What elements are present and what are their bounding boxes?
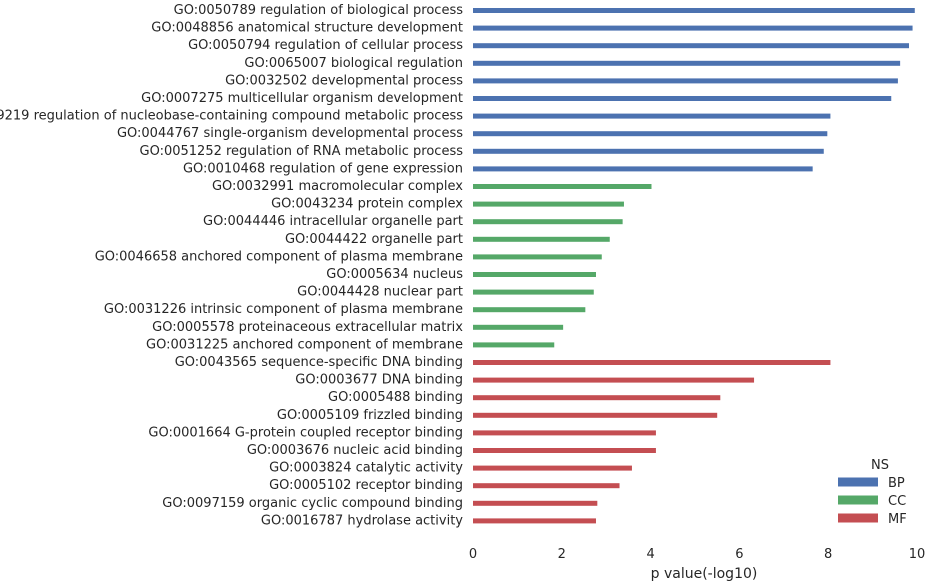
category-label: GO:0044428 nuclear part <box>297 285 463 300</box>
x-tick-label: 2 <box>558 547 566 562</box>
bar-bp-8 <box>473 148 824 154</box>
category-label: GO:0046658 anchored component of plasma … <box>95 249 463 264</box>
bar-cc-19 <box>473 342 555 348</box>
bar-bp-3 <box>473 60 901 66</box>
category-label: GO:0032502 developmental process <box>225 73 463 88</box>
legend-swatch-mf <box>838 513 878 523</box>
bar-cc-13 <box>473 236 610 242</box>
category-label: GO:0016787 hydrolase activity <box>261 513 463 528</box>
category-label: GO:0044446 intracellular organelle part <box>203 214 463 229</box>
bar-bp-7 <box>473 131 828 137</box>
legend-swatch-cc <box>838 495 878 505</box>
x-tick-label: 8 <box>824 547 832 562</box>
category-label: GO:0005102 receptor binding <box>269 478 463 493</box>
bar-bp-6 <box>473 113 831 119</box>
bar-bp-1 <box>473 25 913 31</box>
category-label: GO:0005488 binding <box>328 390 463 405</box>
bar-cc-16 <box>473 289 594 295</box>
bar-mf-29 <box>473 518 596 524</box>
bar-bp-4 <box>473 78 898 84</box>
bar-mf-26 <box>473 465 632 471</box>
category-label: GO:0010468 regulation of gene expression <box>183 161 463 176</box>
category-label: GO:0003824 catalytic activity <box>269 461 463 476</box>
category-label: GO:0019219 regulation of nucleobase-cont… <box>0 109 463 124</box>
category-label: GO:0044422 organelle part <box>285 232 463 247</box>
x-tick-label: 6 <box>735 547 743 562</box>
category-label: GO:0032991 macromolecular complex <box>212 179 463 194</box>
legend-title: NS <box>871 458 889 473</box>
legend-swatch-bp <box>838 477 878 487</box>
bar-cc-10 <box>473 184 652 189</box>
bar-bp-5 <box>473 96 892 101</box>
category-label: GO:0007275 multicellular organism develo… <box>141 91 463 106</box>
category-label: GO:0031225 anchored component of membran… <box>146 337 463 352</box>
category-label: GO:0050794 regulation of cellular proces… <box>188 38 463 53</box>
bar-mf-22 <box>473 395 721 401</box>
bar-mf-20 <box>473 360 831 365</box>
bar-mf-28 <box>473 500 598 506</box>
bar-bp-9 <box>473 166 813 172</box>
category-label: GO:0043234 protein complex <box>271 197 463 212</box>
category-label: GO:0051252 regulation of RNA metabolic p… <box>140 144 464 159</box>
legend-label-cc: CC <box>888 494 906 509</box>
category-label: GO:0005109 frizzled binding <box>277 408 463 423</box>
x-axis: 0 2 4 6 8 10 <box>469 547 925 562</box>
bar-cc-17 <box>473 307 586 313</box>
x-tick-label: 0 <box>469 547 477 562</box>
category-label: GO:0065007 biological regulation <box>244 56 463 71</box>
category-label: GO:0048856 anatomical structure developm… <box>151 21 463 36</box>
bars-layer <box>473 8 915 524</box>
category-label: GO:0097159 organic cyclic compound bindi… <box>162 496 463 511</box>
bar-cc-11 <box>473 201 624 207</box>
x-tick-label: 4 <box>646 547 654 562</box>
category-label: GO:0043565 sequence-specific DNA binding <box>175 355 463 370</box>
category-label: GO:0005634 nucleus <box>326 267 463 282</box>
category-label: GO:0003677 DNA binding <box>295 373 463 388</box>
bar-cc-15 <box>473 272 596 277</box>
category-label: GO:0031226 intrinsic component of plasma… <box>104 302 463 317</box>
bar-mf-24 <box>473 430 656 436</box>
bar-mf-23 <box>473 412 718 418</box>
legend-label-mf: MF <box>888 512 907 527</box>
bar-mf-21 <box>473 377 755 383</box>
category-label: GO:0044767 single-organism developmental… <box>117 126 463 141</box>
bar-mf-27 <box>473 483 620 489</box>
bar-cc-18 <box>473 324 564 330</box>
x-axis-label: p value(-log10) <box>651 566 758 582</box>
bar-mf-25 <box>473 448 656 453</box>
bar-cc-14 <box>473 254 602 260</box>
legend-label-bp: BP <box>888 476 905 491</box>
bar-bp-0 <box>473 8 915 13</box>
category-label: GO:0050789 regulation of biological proc… <box>174 3 464 18</box>
bar-cc-12 <box>473 219 623 225</box>
category-label: GO:0005578 proteinaceous extracellular m… <box>152 320 463 335</box>
category-label: GO:0003676 nucleic acid binding <box>247 443 463 458</box>
category-label: GO:0001664 G-protein coupled receptor bi… <box>148 425 463 440</box>
category-labels-layer: GO:0050789 regulation of biological proc… <box>0 3 463 528</box>
x-tick-label: 10 <box>909 547 926 562</box>
legend: NS BP CC MF <box>838 458 907 527</box>
bar-bp-2 <box>473 43 910 49</box>
